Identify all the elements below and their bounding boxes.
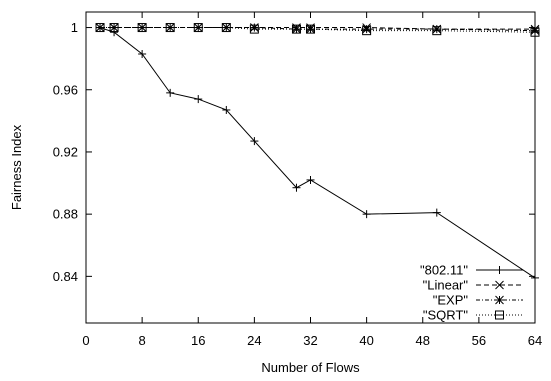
series-line	[100, 27, 536, 32]
data-point	[250, 137, 259, 146]
legend-item: "802.11"	[420, 263, 523, 278]
x-tick-label: 64	[528, 333, 542, 348]
data-point	[166, 88, 175, 97]
data-point	[306, 24, 315, 34]
data-point	[249, 24, 259, 34]
legend-item: "Linear"	[423, 278, 523, 293]
x-tick-label: 0	[82, 333, 89, 348]
legend-label: "802.11"	[420, 263, 468, 278]
x-axis-title: Number of Flows	[261, 360, 360, 375]
legend: "802.11""Linear""EXP""SQRT"	[420, 263, 523, 323]
data-point	[109, 23, 119, 33]
y-axis-title: Fairness Index	[9, 124, 24, 210]
data-point	[362, 26, 372, 36]
legend-marker	[495, 310, 504, 320]
data-point	[432, 208, 441, 217]
legend-item: "EXP"	[433, 293, 523, 308]
y-tick-label: 0.96	[53, 82, 78, 97]
data-point	[291, 24, 301, 34]
data-point	[306, 175, 315, 184]
series-3	[95, 23, 540, 37]
y-tick-label: 0.84	[53, 269, 78, 284]
data-point	[193, 23, 203, 33]
legend-label: "Linear"	[423, 278, 469, 293]
legend-marker	[495, 266, 504, 274]
legend-label: "SQRT"	[423, 308, 468, 323]
series-line	[99, 27, 536, 279]
x-tick-label: 16	[191, 333, 205, 348]
data-point	[194, 95, 203, 104]
data-point	[137, 23, 147, 33]
data-point	[95, 23, 105, 33]
x-tick-label: 32	[303, 333, 317, 348]
y-tick-label: 0.88	[53, 207, 78, 222]
y-tick-label: 1	[71, 20, 78, 35]
legend-label: "EXP"	[433, 293, 469, 308]
data-point	[138, 49, 147, 58]
x-tick-label: 8	[139, 333, 146, 348]
data-point	[292, 183, 301, 192]
x-tick-label: 24	[247, 333, 261, 348]
legend-marker	[495, 295, 504, 305]
data-point	[165, 23, 175, 33]
x-tick-label: 48	[416, 333, 430, 348]
series-0	[96, 23, 539, 282]
y-tick-label: 0.92	[53, 144, 78, 159]
data-point	[432, 26, 442, 36]
plot-frame	[85, 11, 536, 324]
data-point	[222, 105, 231, 114]
x-tick-label: 56	[472, 333, 486, 348]
legend-item: "SQRT"	[423, 308, 523, 323]
series-line	[100, 27, 535, 30]
legend-marker	[495, 280, 504, 290]
series-layer	[95, 23, 540, 282]
x-tick-label: 40	[359, 333, 373, 348]
data-point	[362, 210, 371, 219]
tick-labels: 0 8 16 24 32 40 48 56 64 0.84 0.88 0.92 0.96 1	[53, 20, 543, 348]
data-point	[221, 23, 231, 33]
